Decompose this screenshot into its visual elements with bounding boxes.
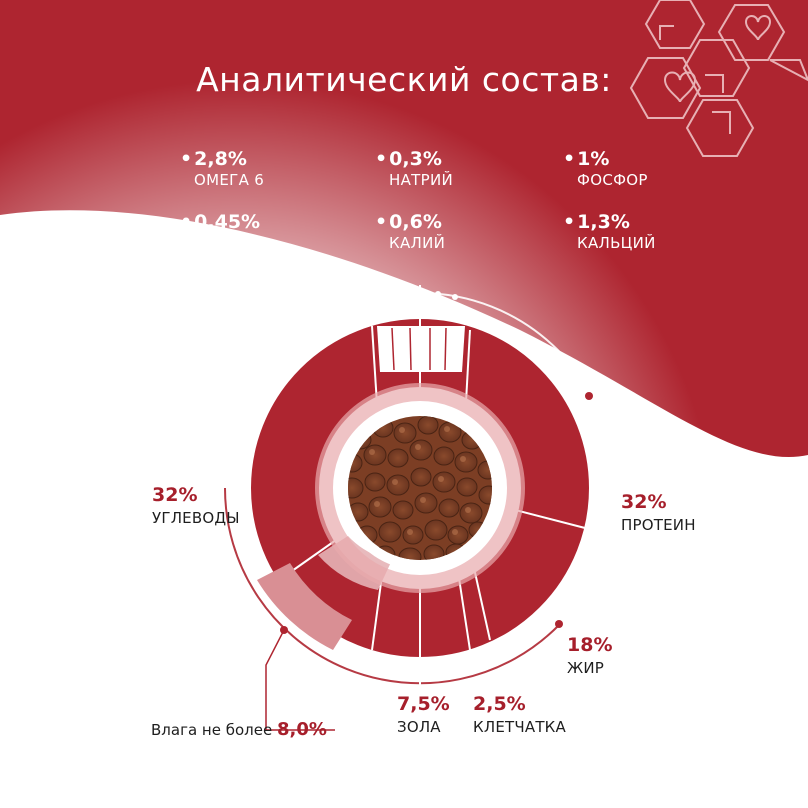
moisture-value: 8,0% bbox=[276, 719, 327, 740]
mineral-value: 1% bbox=[563, 148, 648, 170]
page-title: Аналитический состав: bbox=[196, 60, 612, 99]
mineral-calcium: 1,3% КАЛЬЦИЙ bbox=[563, 211, 656, 253]
moisture-text: Влага не более bbox=[151, 721, 273, 739]
mineral-value: 1,3% bbox=[563, 211, 656, 233]
mineral-value: 0,6% bbox=[375, 211, 445, 233]
mineral-omega6: 2,8% ОМЕГА 6 bbox=[180, 148, 264, 190]
food-kibble-image bbox=[348, 416, 492, 560]
mineral-name: ФОСФОР bbox=[577, 171, 648, 189]
fiber-value: 2,5% bbox=[473, 693, 526, 715]
mineral-name: ОМЕГА 6 bbox=[194, 171, 265, 189]
protein-name: ПРОТЕИН bbox=[621, 516, 696, 534]
fat-name: ЖИР bbox=[567, 659, 605, 677]
label-ash: 7,5% ЗОЛА bbox=[397, 692, 450, 738]
protein-value: 32% bbox=[621, 491, 667, 513]
mineral-name: НАТРИЙ bbox=[389, 171, 453, 189]
mineral-potassium: 0,6% КАЛИЙ bbox=[375, 211, 445, 253]
label-fat: 18% ЖИР bbox=[567, 633, 612, 679]
mineral-omega3: 0,45% ОМЕГА 3 bbox=[180, 211, 264, 253]
ash-name: ЗОЛА bbox=[397, 718, 441, 736]
mineral-value: 0,3% bbox=[375, 148, 453, 170]
mineral-name: КАЛИЙ bbox=[389, 234, 446, 252]
label-fiber: 2,5% КЛЕТЧАТКА bbox=[473, 692, 566, 738]
carbs-value: 32% bbox=[152, 484, 198, 506]
mineral-value: 2,8% bbox=[180, 148, 264, 170]
mineral-sodium: 0,3% НАТРИЙ bbox=[375, 148, 453, 190]
label-protein: 32% ПРОТЕИН bbox=[621, 490, 696, 536]
mineral-value: 0,45% bbox=[180, 211, 264, 233]
moisture-label: Влага не более 8,0% bbox=[151, 719, 327, 740]
fiber-name: КЛЕТЧАТКА bbox=[473, 718, 566, 736]
fat-value: 18% bbox=[567, 634, 613, 656]
carbs-name: УГЛЕВОДЫ bbox=[152, 509, 240, 527]
honeycomb-heart-icon bbox=[629, 0, 808, 157]
mineral-phosphorus: 1% ФОСФОР bbox=[563, 148, 648, 190]
label-carbs: 32% УГЛЕВОДЫ bbox=[152, 483, 240, 529]
mineral-name: КАЛЬЦИЙ bbox=[577, 234, 656, 252]
mineral-name: ОМЕГА 3 bbox=[194, 234, 265, 252]
ash-value: 7,5% bbox=[397, 693, 450, 715]
